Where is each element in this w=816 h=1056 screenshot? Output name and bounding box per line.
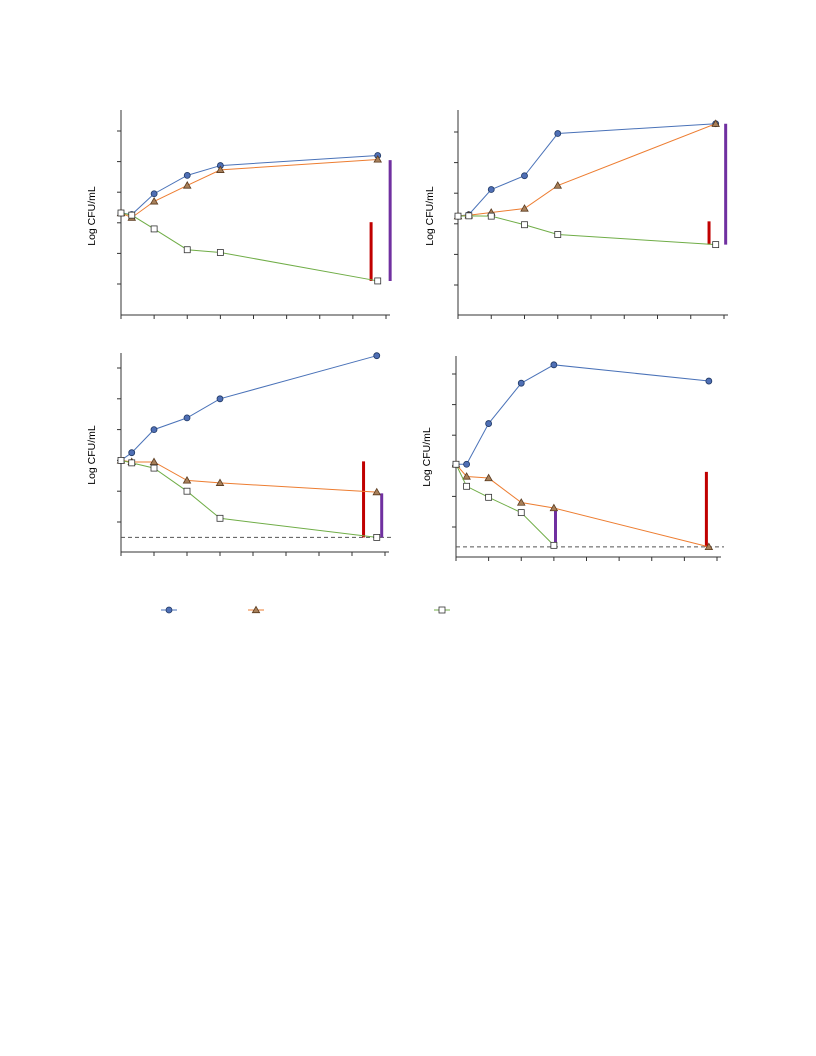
- chart-panel-top-right: Log CFU/mL: [424, 110, 728, 319]
- series-line-triangle: [457, 123, 716, 217]
- data-point-circle: [150, 190, 158, 198]
- legend: [161, 605, 450, 614]
- data-point-square: [517, 509, 525, 517]
- y-axis-label: Log CFU/mL: [86, 186, 98, 246]
- data-point-circle: [554, 130, 562, 137]
- data-point-triangle: [462, 472, 471, 480]
- y-axis-label: Log CFU/mL: [421, 427, 433, 487]
- data-point-square: [374, 277, 382, 285]
- data-point-circle: [463, 460, 471, 468]
- data-point-square: [150, 464, 158, 472]
- y-axis-label: Log CFU/mL: [86, 425, 98, 485]
- series-line-circle: [457, 123, 716, 217]
- data-point-square: [452, 460, 460, 468]
- y-axis-label: Log CFU/mL: [424, 186, 436, 246]
- data-point-square: [487, 212, 495, 220]
- series-line-triangle: [120, 158, 378, 219]
- data-point-circle: [216, 395, 224, 403]
- data-point-square: [454, 212, 462, 220]
- data-point-square: [373, 534, 381, 541]
- chart-panel-bottom-left: Log CFU/mL: [86, 352, 392, 556]
- legend-marker-square: [438, 606, 446, 614]
- series-line-square: [457, 215, 716, 246]
- data-point-circle: [183, 171, 191, 179]
- data-point-circle: [517, 379, 525, 387]
- data-point-circle: [550, 361, 558, 369]
- data-point-square: [463, 482, 471, 490]
- chart-panel-bottom-right: Log CFU/mL: [421, 356, 724, 561]
- data-point-square: [550, 541, 558, 549]
- series-line-circle: [120, 355, 377, 461]
- series-line-square: [120, 212, 378, 282]
- data-point-circle: [183, 414, 191, 422]
- data-point-square: [150, 225, 158, 233]
- series-line-square: [120, 459, 377, 538]
- data-point-triangle: [182, 181, 192, 189]
- series-line-circle: [120, 154, 378, 216]
- data-point-triangle: [216, 165, 225, 173]
- data-point-circle: [487, 186, 495, 193]
- data-point-triangle: [520, 204, 529, 212]
- data-point-triangle: [484, 473, 493, 482]
- data-point-triangle: [372, 487, 382, 496]
- data-point-triangle: [215, 478, 225, 486]
- data-point-square: [117, 209, 125, 217]
- data-point-circle: [521, 172, 528, 180]
- data-point-square: [554, 231, 562, 238]
- series-line-triangle: [455, 463, 709, 548]
- data-point-square: [128, 211, 136, 219]
- data-point-square: [485, 493, 493, 501]
- data-point-triangle: [516, 498, 526, 506]
- data-point-triangle: [704, 542, 714, 550]
- legend-marker-triangle: [251, 605, 261, 614]
- data-point-triangle: [549, 503, 559, 512]
- data-point-triangle: [149, 196, 159, 205]
- data-point-triangle: [149, 457, 159, 466]
- data-point-square: [128, 459, 136, 467]
- data-point-circle: [150, 426, 158, 434]
- data-point-square: [712, 241, 720, 249]
- data-point-triangle: [553, 181, 563, 189]
- data-point-triangle: [373, 155, 383, 163]
- series-line-circle: [456, 364, 709, 465]
- data-point-circle: [485, 420, 493, 427]
- data-point-square: [183, 487, 191, 495]
- data-point-square: [216, 249, 224, 256]
- data-point-circle: [373, 352, 381, 360]
- legend-marker-circle: [165, 606, 173, 614]
- series-line-triangle: [120, 459, 377, 493]
- data-point-triangle: [182, 476, 192, 484]
- data-point-square: [521, 221, 528, 229]
- data-point-square: [216, 514, 224, 522]
- data-point-triangle: [711, 119, 720, 127]
- chart-panel-top-left: Log CFU/mL: [86, 110, 392, 319]
- data-point-square: [117, 456, 125, 464]
- data-point-square: [183, 246, 191, 254]
- data-point-circle: [705, 377, 713, 385]
- data-point-circle: [128, 449, 136, 457]
- data-point-square: [465, 212, 473, 220]
